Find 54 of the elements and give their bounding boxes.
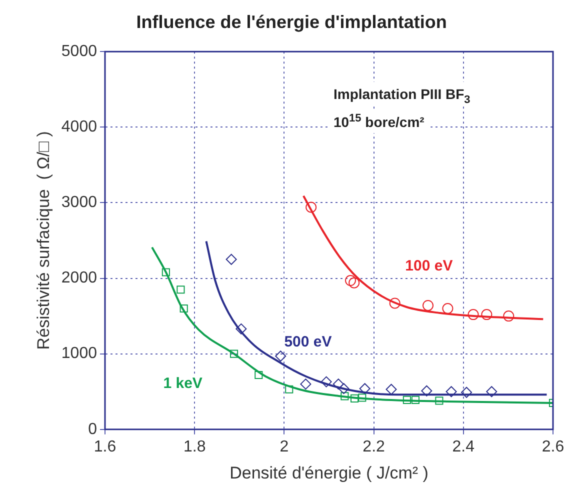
- point: [180, 304, 188, 313]
- y-axis-title: Résistivité surfacique ( Ω/□ ): [34, 131, 53, 350]
- point: [285, 385, 294, 394]
- line-series: [302, 194, 544, 320]
- chart-title: Influence de l'énergie d'implantation: [136, 12, 447, 32]
- series-label: 500 eV: [284, 333, 332, 350]
- point: [421, 385, 432, 396]
- y-tick-label: 1000: [61, 345, 98, 362]
- x-tick-label: 2.6: [542, 438, 564, 456]
- point: [338, 383, 350, 394]
- point: [402, 396, 411, 404]
- point: [442, 303, 454, 314]
- point: [446, 386, 457, 398]
- y-tick-label: 3000: [61, 194, 98, 212]
- point: [435, 396, 444, 405]
- point: [348, 277, 360, 288]
- point: [306, 202, 317, 213]
- point: [358, 394, 366, 402]
- point: [340, 392, 349, 400]
- point: [486, 386, 498, 398]
- point: [275, 350, 286, 362]
- point: [226, 254, 237, 265]
- x-tick-label: 2.2: [362, 438, 386, 456]
- x-tick-label: 1.8: [183, 438, 206, 456]
- point: [503, 310, 514, 322]
- point: [236, 323, 247, 334]
- point: [389, 298, 400, 309]
- point: [345, 275, 356, 286]
- point: [422, 300, 434, 311]
- text: 1 keV: [163, 374, 202, 392]
- line-series: [205, 240, 548, 396]
- point: [461, 386, 472, 398]
- point: [176, 286, 185, 294]
- point: [411, 396, 420, 404]
- point: [320, 376, 332, 388]
- x-tick-label: 1.6: [94, 438, 116, 456]
- point: [386, 384, 397, 395]
- y-tick-label: 4000: [61, 118, 98, 136]
- series-label: 100 eV: [405, 258, 453, 275]
- point: [300, 378, 312, 390]
- x-tick-label: 2.4: [452, 438, 475, 456]
- y-tick-label: 2000: [61, 270, 98, 287]
- point: [230, 350, 238, 358]
- y-tick-label: 0: [88, 420, 98, 438]
- point: [332, 378, 344, 390]
- y-tick-label: 5000: [61, 43, 98, 60]
- point: [468, 309, 479, 320]
- point: [481, 309, 492, 320]
- point: [162, 268, 170, 276]
- point: [254, 370, 263, 380]
- point: [350, 394, 359, 402]
- x-tick-label: 2: [280, 438, 289, 456]
- x-axis-title: Densité d'énergie ( J/cm² ): [230, 463, 428, 482]
- point: [359, 383, 370, 394]
